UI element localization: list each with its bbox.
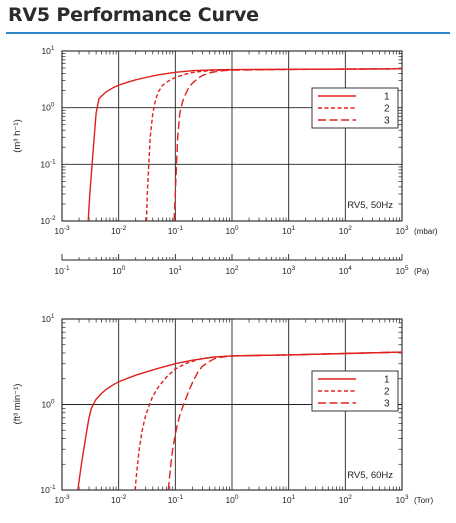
pa-tick-label: 101 xyxy=(169,265,182,276)
pa-axis-unit: (Pa) xyxy=(414,267,429,276)
x-tick-label: 10-2 xyxy=(111,225,127,236)
series-line-2 xyxy=(145,68,402,221)
x-tick-label: 103 xyxy=(395,494,408,505)
y-tick-label: 100 xyxy=(41,399,54,410)
legend-label-3: 3 xyxy=(384,116,390,127)
pa-tick-label: 103 xyxy=(282,265,295,276)
x-tick-label: 10-1 xyxy=(168,494,184,505)
x-tick-label: 102 xyxy=(339,225,352,236)
x-tick-label: 101 xyxy=(282,494,295,505)
legend-label-1: 1 xyxy=(384,92,390,103)
pa-tick-label: 102 xyxy=(225,265,238,276)
chart-annotation: RV5, 60Hz xyxy=(347,470,393,481)
pa-tick-label: 100 xyxy=(112,265,125,276)
chart-annotation: RV5, 50Hz xyxy=(347,200,393,211)
y-tick-label: 101 xyxy=(41,45,54,56)
y-axis-label: (ft³ min⁻¹) xyxy=(12,384,23,425)
x-tick-label: 102 xyxy=(339,494,352,505)
x-tick-label: 101 xyxy=(282,225,295,236)
series-line-1 xyxy=(77,351,402,490)
page-title: RV5 Performance Curve xyxy=(8,4,259,26)
legend-label-2: 2 xyxy=(384,387,390,398)
pa-tick-label: 105 xyxy=(395,265,408,276)
pa-tick-label: 10-1 xyxy=(54,265,70,276)
x-tick-label: 10-3 xyxy=(54,225,70,236)
y-tick-label: 100 xyxy=(41,102,54,113)
y-tick-label: 10-2 xyxy=(40,215,56,226)
x-tick-label: 10-1 xyxy=(168,225,184,236)
plot-frame xyxy=(61,318,403,491)
series-line-3 xyxy=(167,351,402,490)
x-tick-label: 100 xyxy=(225,225,238,236)
title-divider xyxy=(6,32,450,34)
series-line-2 xyxy=(134,351,402,490)
x-tick-label: 103 xyxy=(395,225,408,236)
chart-2: 123 RV5, 60Hz xyxy=(61,318,403,491)
x-axis-unit: (Torr) xyxy=(414,496,433,505)
x-tick-label: 100 xyxy=(225,494,238,505)
y-axis-label: (m³ h⁻¹) xyxy=(12,119,23,153)
pa-tick-label: 104 xyxy=(339,265,352,276)
y-tick-label: 101 xyxy=(41,313,54,324)
x-tick-label: 10-3 xyxy=(54,494,70,505)
series-line-3 xyxy=(173,68,402,221)
y-tick-label: 10-1 xyxy=(40,484,56,495)
y-tick-label: 10-1 xyxy=(40,158,56,169)
legend-label-1: 1 xyxy=(384,375,390,386)
x-axis-unit: (mbar) xyxy=(414,227,438,236)
chart-1: 123 RV5, 50Hz xyxy=(61,50,403,261)
x-tick-label: 10-2 xyxy=(111,494,127,505)
legend-label-2: 2 xyxy=(384,104,390,115)
plot-frame xyxy=(61,50,403,222)
legend-label-3: 3 xyxy=(384,399,390,410)
